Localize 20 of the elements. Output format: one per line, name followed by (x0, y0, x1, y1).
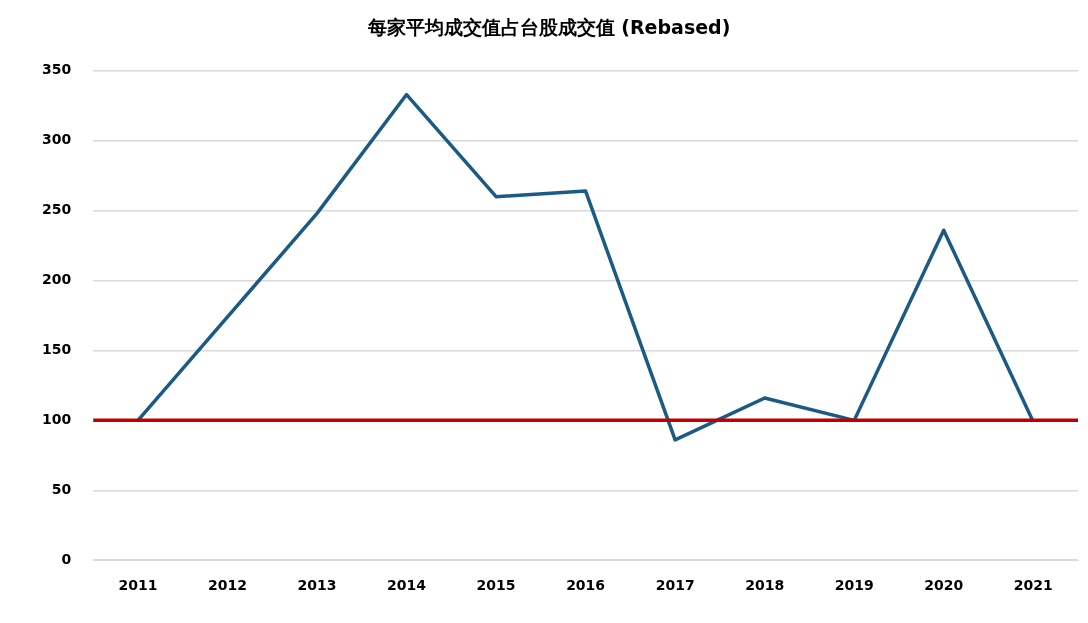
x-tick-label: 2011 (118, 577, 158, 594)
y-tick-label: 0 (61, 550, 72, 567)
y-tick-label: 200 (41, 271, 72, 288)
y-tick-label: 300 (41, 131, 72, 148)
x-tick-label: 2018 (745, 577, 785, 594)
x-tick-label: 2015 (476, 577, 516, 594)
x-tick-label: 2021 (1013, 577, 1053, 594)
y-tick-label: 350 (41, 61, 72, 78)
x-tick-label: 2016 (566, 577, 606, 594)
chart-title: 每家平均成交值占台股成交值 (Rebased) (366, 16, 731, 39)
y-tick-label: 150 (41, 341, 72, 358)
x-tick-label: 2017 (655, 577, 695, 594)
y-tick-label: 250 (41, 201, 72, 218)
x-tick-label: 2013 (297, 577, 337, 594)
y-tick-label: 50 (51, 480, 72, 497)
x-tick-label: 2019 (834, 577, 874, 594)
y-tick-label: 100 (41, 411, 72, 428)
x-tick-label: 2014 (387, 577, 427, 594)
x-tick-label: 2020 (924, 577, 964, 594)
x-tick-label: 2012 (208, 577, 247, 594)
